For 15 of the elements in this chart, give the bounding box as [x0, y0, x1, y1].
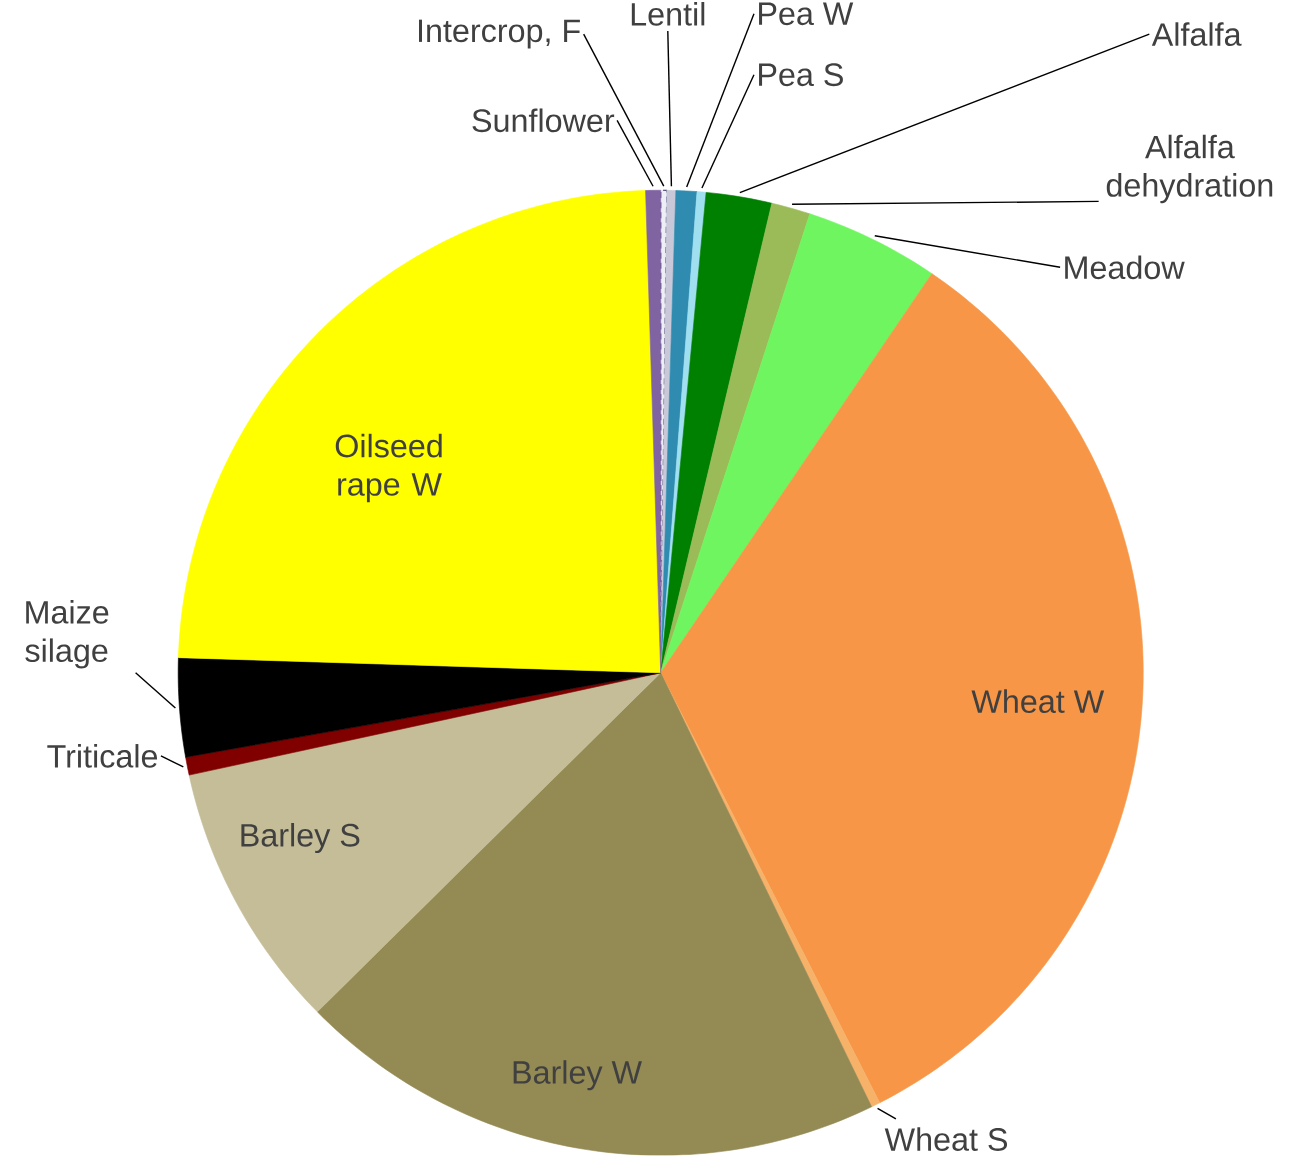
slice-label: Alfalfa: [1151, 22, 1242, 47]
slice-label: Wheat W: [971, 689, 1105, 714]
slice-label: Pea S: [759, 63, 843, 87]
slice-label: Intercrop, F: [418, 19, 580, 49]
slice-label: Wheat S: [884, 1127, 1008, 1152]
slice-label: Maize silage: [25, 600, 109, 669]
slice-label: Barley S: [241, 823, 360, 854]
slice-label: Lentil: [631, 2, 705, 26]
slice-label: Oilseed rape W: [335, 433, 442, 503]
slice-label: Pea W: [759, 2, 854, 26]
slice-label: Alfalfa dehydration: [1106, 134, 1273, 204]
slice-label: Barley W: [513, 1060, 642, 1091]
slice-label: Meadow: [1065, 255, 1185, 280]
slice-label: Triticale: [47, 744, 158, 768]
slice-label: Sunflower: [472, 108, 615, 133]
